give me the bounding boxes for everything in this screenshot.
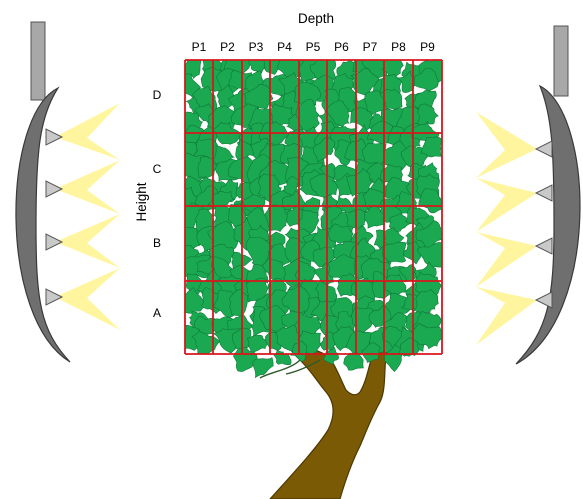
- column-label-p1: P1: [192, 40, 207, 54]
- leaf: [242, 84, 274, 110]
- lower-foliage: [233, 337, 420, 379]
- leaf: [246, 334, 269, 354]
- leaf: [325, 100, 350, 130]
- leaf: [388, 213, 413, 233]
- leaf: [264, 204, 290, 233]
- leaf: [228, 288, 249, 317]
- right-grow-light-icon: [476, 25, 581, 365]
- leaf: [413, 67, 439, 92]
- left-grow-light-icon: [15, 21, 120, 363]
- leaf: [362, 187, 386, 211]
- leaf: [381, 241, 407, 263]
- row-label-d: D: [153, 88, 162, 102]
- leaf: [417, 103, 439, 130]
- left-reflector: [15, 86, 71, 363]
- left-lamp-bulbs: [45, 128, 64, 306]
- right-reflector: [515, 84, 581, 365]
- row-label-a: A: [153, 306, 161, 320]
- column-label-p8: P8: [391, 40, 406, 54]
- canopy-grid: [184, 59, 443, 355]
- column-label-p3: P3: [249, 40, 264, 54]
- leaf: [185, 227, 200, 251]
- leaf: [361, 60, 388, 81]
- leaf: [295, 260, 319, 282]
- leaf: [345, 208, 368, 229]
- leaf: [273, 349, 292, 366]
- left-light-beams: [55, 103, 120, 330]
- left-lamp-pole: [30, 21, 46, 101]
- leaf: [252, 357, 274, 379]
- column-label-p2: P2: [220, 40, 235, 54]
- row-label-b: B: [153, 236, 161, 250]
- leaf: [343, 352, 364, 371]
- leaf: [185, 287, 207, 314]
- leaf: [420, 136, 442, 158]
- leaf: [418, 188, 442, 214]
- leaf: [350, 68, 381, 98]
- row-label-c: C: [153, 162, 162, 176]
- leaf: [295, 99, 320, 132]
- column-label-p5: P5: [306, 40, 321, 54]
- column-label-p9: P9: [420, 40, 435, 54]
- right-light-beams: [476, 112, 537, 345]
- row-labels: D C B A: [153, 88, 162, 320]
- column-labels: P1 P2 P3 P4 P5 P6 P7 P8 P9: [192, 40, 436, 54]
- leaf: [322, 346, 339, 365]
- leaf: [384, 273, 407, 297]
- right-lamp-pole: [553, 25, 569, 97]
- tree-canopy-icon: [185, 60, 442, 354]
- leaf: [364, 205, 386, 229]
- right-lamp-bulbs: [534, 140, 553, 309]
- column-label-p4: P4: [277, 40, 292, 54]
- height-label: Height: [134, 182, 149, 221]
- leaf: [379, 88, 403, 111]
- column-label-p6: P6: [334, 40, 349, 54]
- leaf: [384, 344, 403, 372]
- leaf: [414, 288, 439, 315]
- depth-label: Depth: [298, 11, 334, 26]
- column-label-p7: P7: [363, 40, 378, 54]
- leaf: [185, 60, 202, 79]
- leaf: [262, 60, 282, 75]
